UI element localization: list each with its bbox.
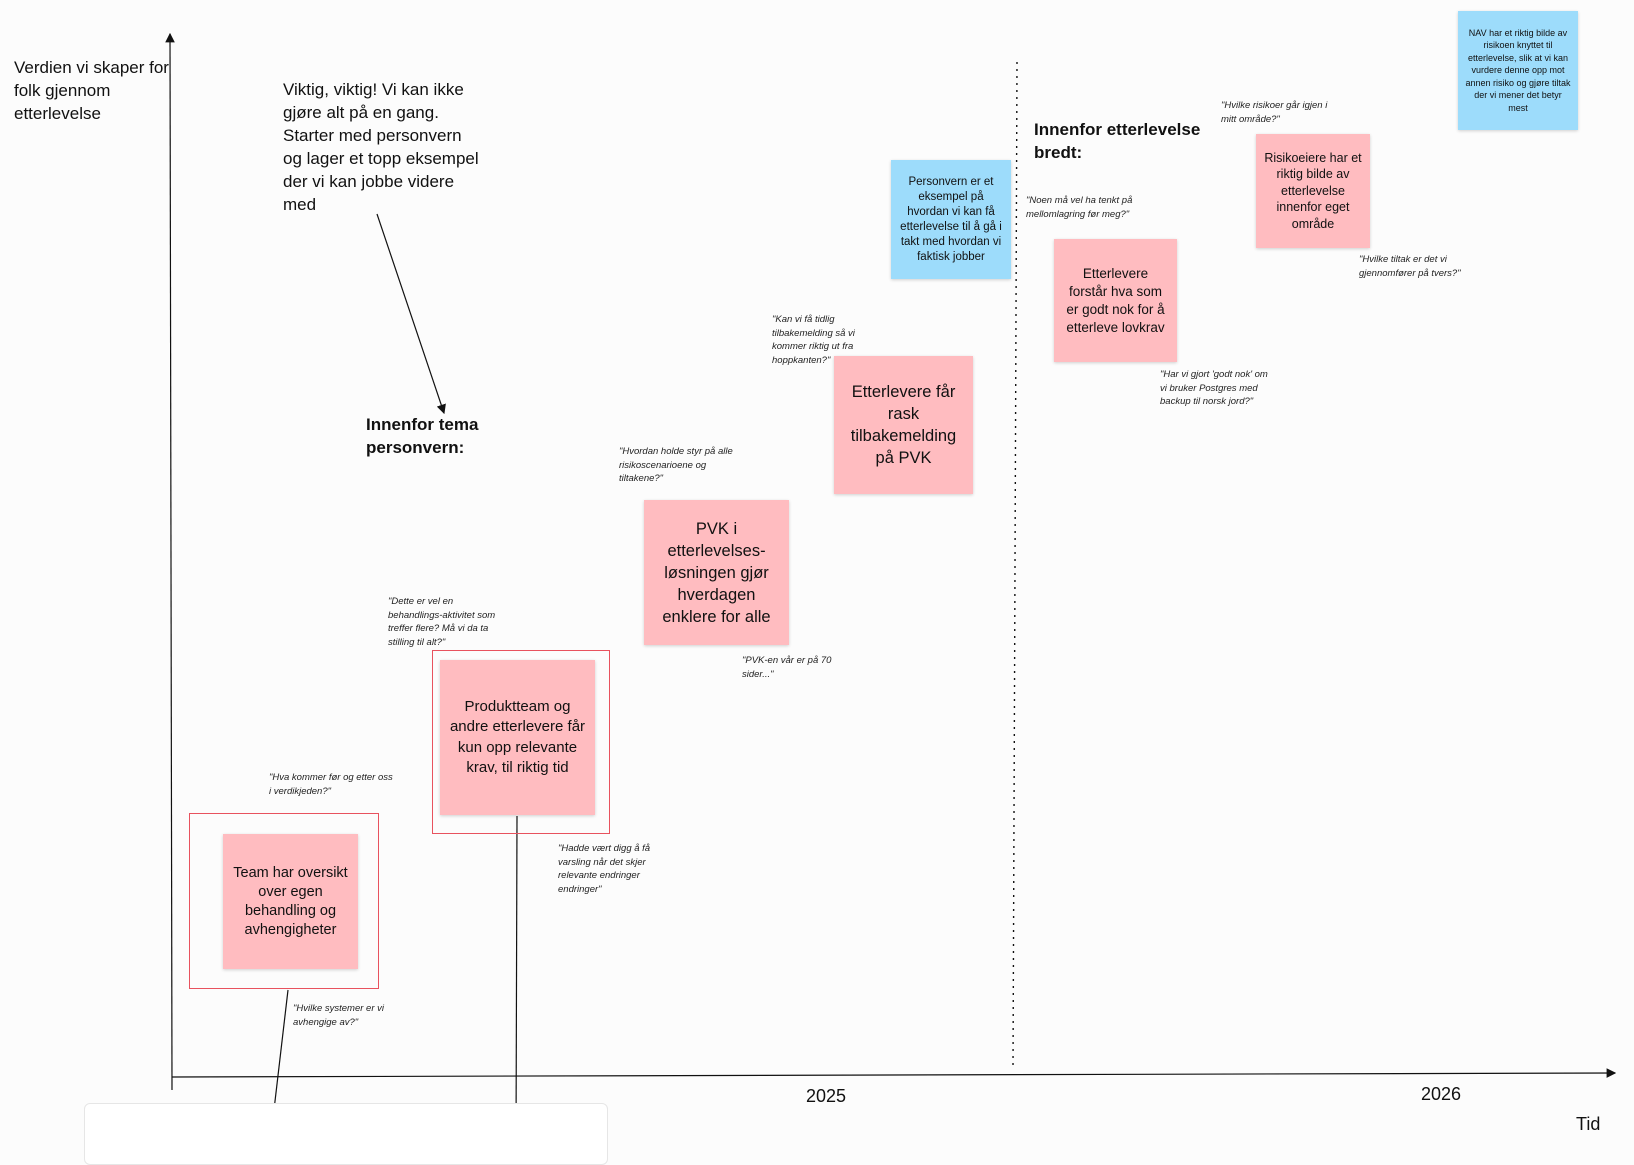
sticky-personvern-eksempel: Personvern er et eksempel på hvordan vi … [891,160,1011,279]
quote-behandlingsaktivitet: "Dette er vel en behandlings-aktivitet s… [388,596,496,648]
quote-varsling: "Hadde vært digg å få varsling når det s… [558,843,651,895]
sticky-risikoeiere: Risikoeiere har et riktig bilde av etter… [1256,134,1370,248]
quote-risikoscenarioene: "Hvordan holde styr på alle risikoscenar… [619,446,733,484]
y-axis [165,32,175,1091]
year-label-2025: 2025 [806,1086,847,1106]
heading-etterlevelse-bredt: Innenfor etterlevelse bredt: [1034,120,1201,162]
x-axis-label: Tid [1576,1114,1601,1134]
quote-risikoer-omrade: "Hvilke risikoer går igjen i mitt område… [1221,100,1328,125]
y-axis-label: Verdien vi skaper for folk gjennom etter… [14,58,169,123]
sticky-team-oversikt: Team har oversikt over egen behandling o… [223,834,358,969]
quote-verdikjeden: "Hva kommer før og etter oss i verdikjed… [269,772,393,797]
divider-dotted-line [1012,61,1018,1069]
note-arrow [376,213,446,415]
x-axis [171,1068,1617,1078]
sticky-godt-nok-lovkrav: Etterlevere forstår hva som er godt nok … [1054,239,1177,362]
quote-tiltak-tvers: "Hvilke tiltak er det vi gjennomfører på… [1359,254,1461,279]
heading-personvern: Innenfor tema personvern: [366,415,479,457]
sticky-rask-tilbakemelding: Etterlevere får rask tilbakemelding på P… [834,356,973,494]
highlight-frame-produktteam [432,650,610,834]
sticky-nav-risiko: NAV har et riktig bilde av risikoen knyt… [1458,11,1578,130]
sticky-produktteam-krav: Produktteam og andre etterlevere får kun… [440,660,595,815]
connector-produktteam [515,815,518,1144]
quote-mellomlagring: "Noen må vel ha tenkt på mellomlagring f… [1026,195,1133,220]
intro-note: Viktig, viktig! Vi kan ikke gjøre alt på… [283,80,479,214]
quote-pvk-70-sider: "PVK-en vår er på 70 sider..." [742,655,832,680]
year-label-2026: 2026 [1421,1084,1462,1104]
quote-systemer: "Hvilke systemer er vi avhengige av?" [293,1003,384,1028]
quote-tidlig-tilbakemelding: "Kan vi få tidlig tilbakemelding så vi k… [772,314,855,366]
quote-postgres: "Har vi gjort 'godt nok' om vi bruker Po… [1160,369,1268,407]
highlight-frame-team [189,813,379,989]
bottom-panel [84,1103,608,1165]
sticky-pvk-losningen: PVK i etterlevelses-løsningen gjør hverd… [644,500,789,645]
